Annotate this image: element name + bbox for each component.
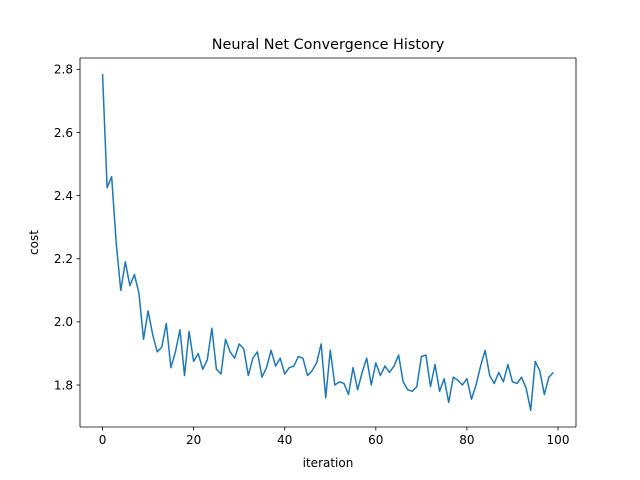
x-axis-ticks: 0 20 40 60 80 100: [99, 427, 570, 447]
x-tick-label: 60: [368, 433, 383, 447]
y-tick-label: 1.8: [54, 378, 73, 392]
x-tick-label: 0: [99, 433, 107, 447]
y-tick-label: 2.8: [54, 63, 73, 77]
y-tick-label: 2.0: [54, 315, 73, 329]
series-line: [101, 74, 554, 412]
y-axis-label: cost: [27, 230, 41, 255]
chart-title: Neural Net Convergence History: [212, 37, 445, 53]
x-axis-label: iteration: [303, 456, 354, 470]
y-axis-ticks: 1.8 2.0 2.2 2.4 2.6 2.8: [54, 63, 80, 392]
plot-area-background: [80, 58, 576, 427]
y-tick-label: 2.2: [54, 252, 73, 266]
y-tick-label: 2.6: [54, 126, 73, 140]
x-tick-label: 20: [186, 433, 201, 447]
x-tick-label: 40: [277, 433, 292, 447]
x-tick-label: 80: [459, 433, 474, 447]
y-tick-label: 2.4: [54, 189, 73, 203]
x-tick-label: 100: [547, 433, 570, 447]
